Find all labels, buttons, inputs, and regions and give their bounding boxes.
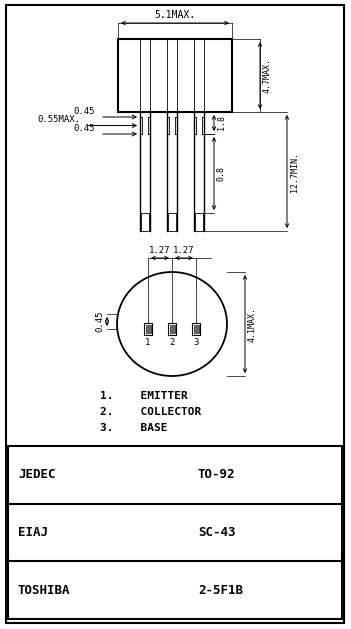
Text: JEDEC: JEDEC (18, 469, 55, 481)
Text: 5.1MAX.: 5.1MAX. (154, 10, 196, 20)
Text: 2.    COLLECTOR: 2. COLLECTOR (100, 407, 201, 417)
Text: 1: 1 (145, 338, 151, 347)
Text: 12.7MIN.: 12.7MIN. (290, 152, 299, 191)
Text: 0.45: 0.45 (73, 124, 95, 133)
Bar (146, 325, 151, 333)
Bar (192, 323, 200, 335)
Text: 4.1MAX.: 4.1MAX. (248, 306, 257, 342)
Text: EIAJ: EIAJ (18, 526, 48, 539)
Text: TOSHIBA: TOSHIBA (18, 584, 71, 597)
Text: 0.55MAX.: 0.55MAX. (37, 116, 80, 125)
Text: SC-43: SC-43 (198, 526, 236, 539)
Bar (8, 446, 342, 619)
Bar (194, 325, 199, 333)
Bar (144, 323, 152, 335)
Text: 0.45: 0.45 (95, 311, 104, 332)
Text: 4.7MAX.: 4.7MAX. (263, 58, 272, 93)
Text: 2: 2 (169, 338, 175, 347)
Text: TO-92: TO-92 (198, 469, 236, 481)
Text: 0.8: 0.8 (217, 166, 226, 181)
Text: 3.    BASE: 3. BASE (100, 423, 167, 433)
Bar (168, 323, 176, 335)
Text: 0.45: 0.45 (73, 107, 95, 116)
Text: 1.    EMITTER: 1. EMITTER (100, 391, 188, 401)
Text: 1.27: 1.27 (173, 246, 195, 255)
Bar (170, 325, 175, 333)
Text: 1.8: 1.8 (217, 116, 226, 130)
Text: 2-5F1B: 2-5F1B (198, 584, 243, 597)
Text: 3: 3 (193, 338, 199, 347)
Text: 1.27: 1.27 (149, 246, 171, 255)
